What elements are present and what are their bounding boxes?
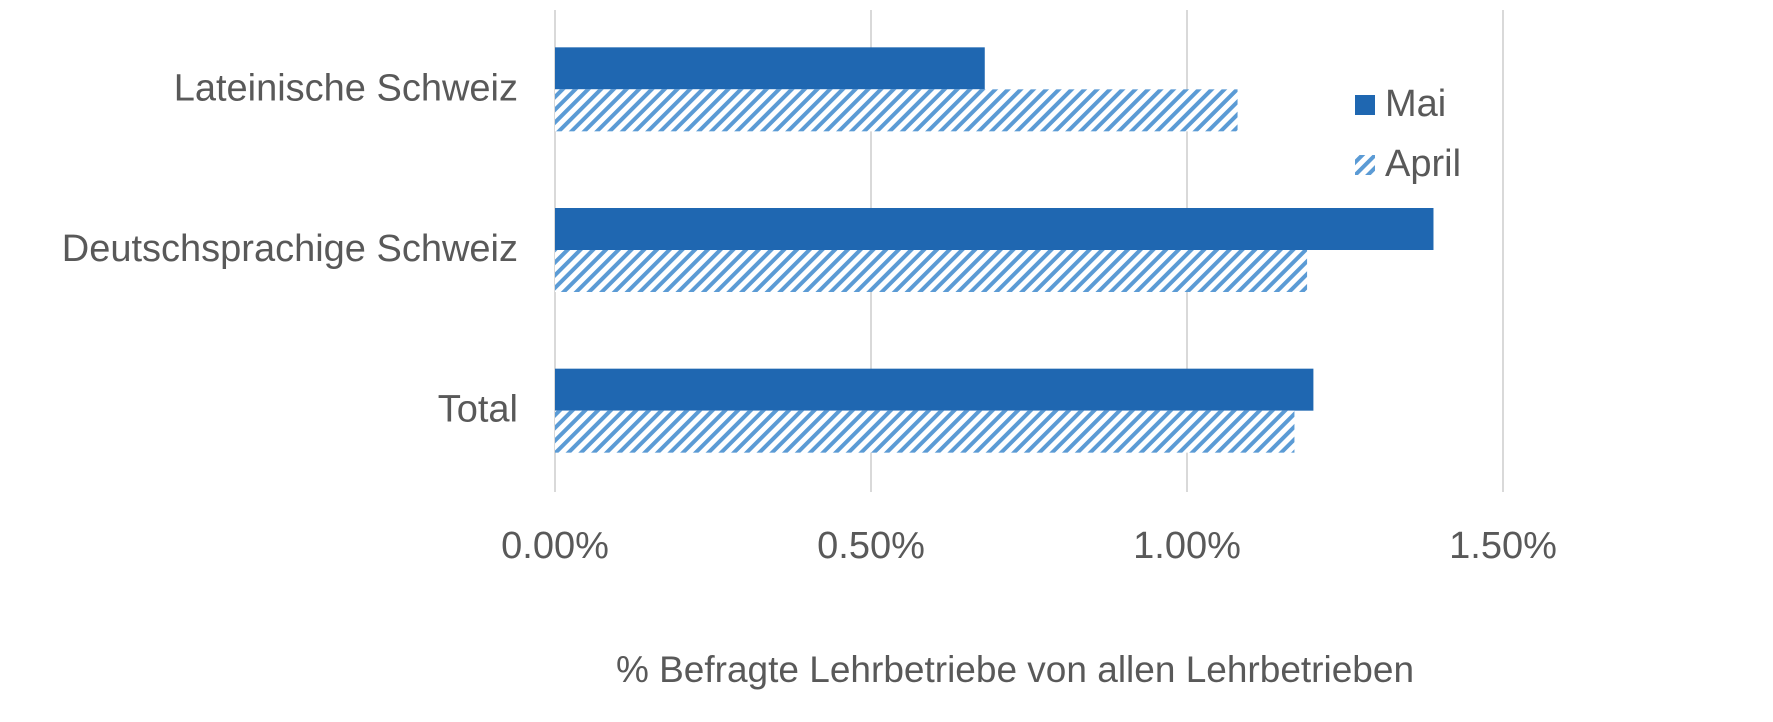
x-tick-label: 0.00%: [501, 525, 609, 567]
bar: [555, 250, 1308, 292]
x-tick-label: 0.50%: [817, 525, 925, 567]
x-tick-label: 1.00%: [1133, 525, 1241, 567]
bar: [555, 89, 1238, 132]
legend-swatch: [1355, 95, 1375, 115]
x-axis-label: % Befragte Lehrbetriebe von allen Lehrbe…: [616, 649, 1414, 690]
bar: [555, 410, 1295, 453]
bar: [555, 47, 985, 90]
y-tick-label: Lateinische Schweiz: [174, 67, 518, 109]
y-tick-label: Total: [438, 389, 518, 431]
legend-swatch: [1355, 155, 1375, 175]
bar: [555, 208, 1434, 250]
legend-label: Mai: [1385, 83, 1446, 125]
x-tick-label: 1.50%: [1449, 525, 1557, 567]
y-tick-label: Deutschsprachige Schweiz: [62, 228, 518, 270]
legend-label: April: [1385, 143, 1461, 185]
bar: [555, 368, 1314, 411]
